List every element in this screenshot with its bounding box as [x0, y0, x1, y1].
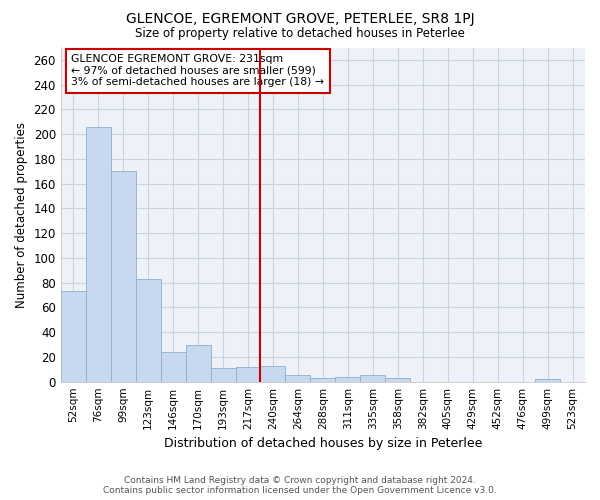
Bar [136, 279, 161, 382]
Bar [361, 376, 385, 382]
Bar [211, 368, 236, 382]
Text: Size of property relative to detached houses in Peterlee: Size of property relative to detached ho… [135, 28, 465, 40]
Bar [111, 172, 136, 382]
Bar [61, 292, 86, 382]
Bar [310, 378, 335, 382]
Text: Contains HM Land Registry data © Crown copyright and database right 2024.
Contai: Contains HM Land Registry data © Crown c… [103, 476, 497, 495]
Bar [385, 378, 410, 382]
Text: GLENCOE EGREMONT GROVE: 231sqm
← 97% of detached houses are smaller (599)
3% of : GLENCOE EGREMONT GROVE: 231sqm ← 97% of … [71, 54, 324, 88]
Y-axis label: Number of detached properties: Number of detached properties [15, 122, 28, 308]
Bar [260, 366, 286, 382]
Bar [535, 379, 560, 382]
Bar [335, 376, 361, 382]
Bar [286, 376, 310, 382]
Bar [86, 126, 111, 382]
Text: GLENCOE, EGREMONT GROVE, PETERLEE, SR8 1PJ: GLENCOE, EGREMONT GROVE, PETERLEE, SR8 1… [125, 12, 475, 26]
Bar [161, 352, 185, 382]
X-axis label: Distribution of detached houses by size in Peterlee: Distribution of detached houses by size … [164, 437, 482, 450]
Bar [236, 367, 260, 382]
Bar [185, 344, 211, 382]
